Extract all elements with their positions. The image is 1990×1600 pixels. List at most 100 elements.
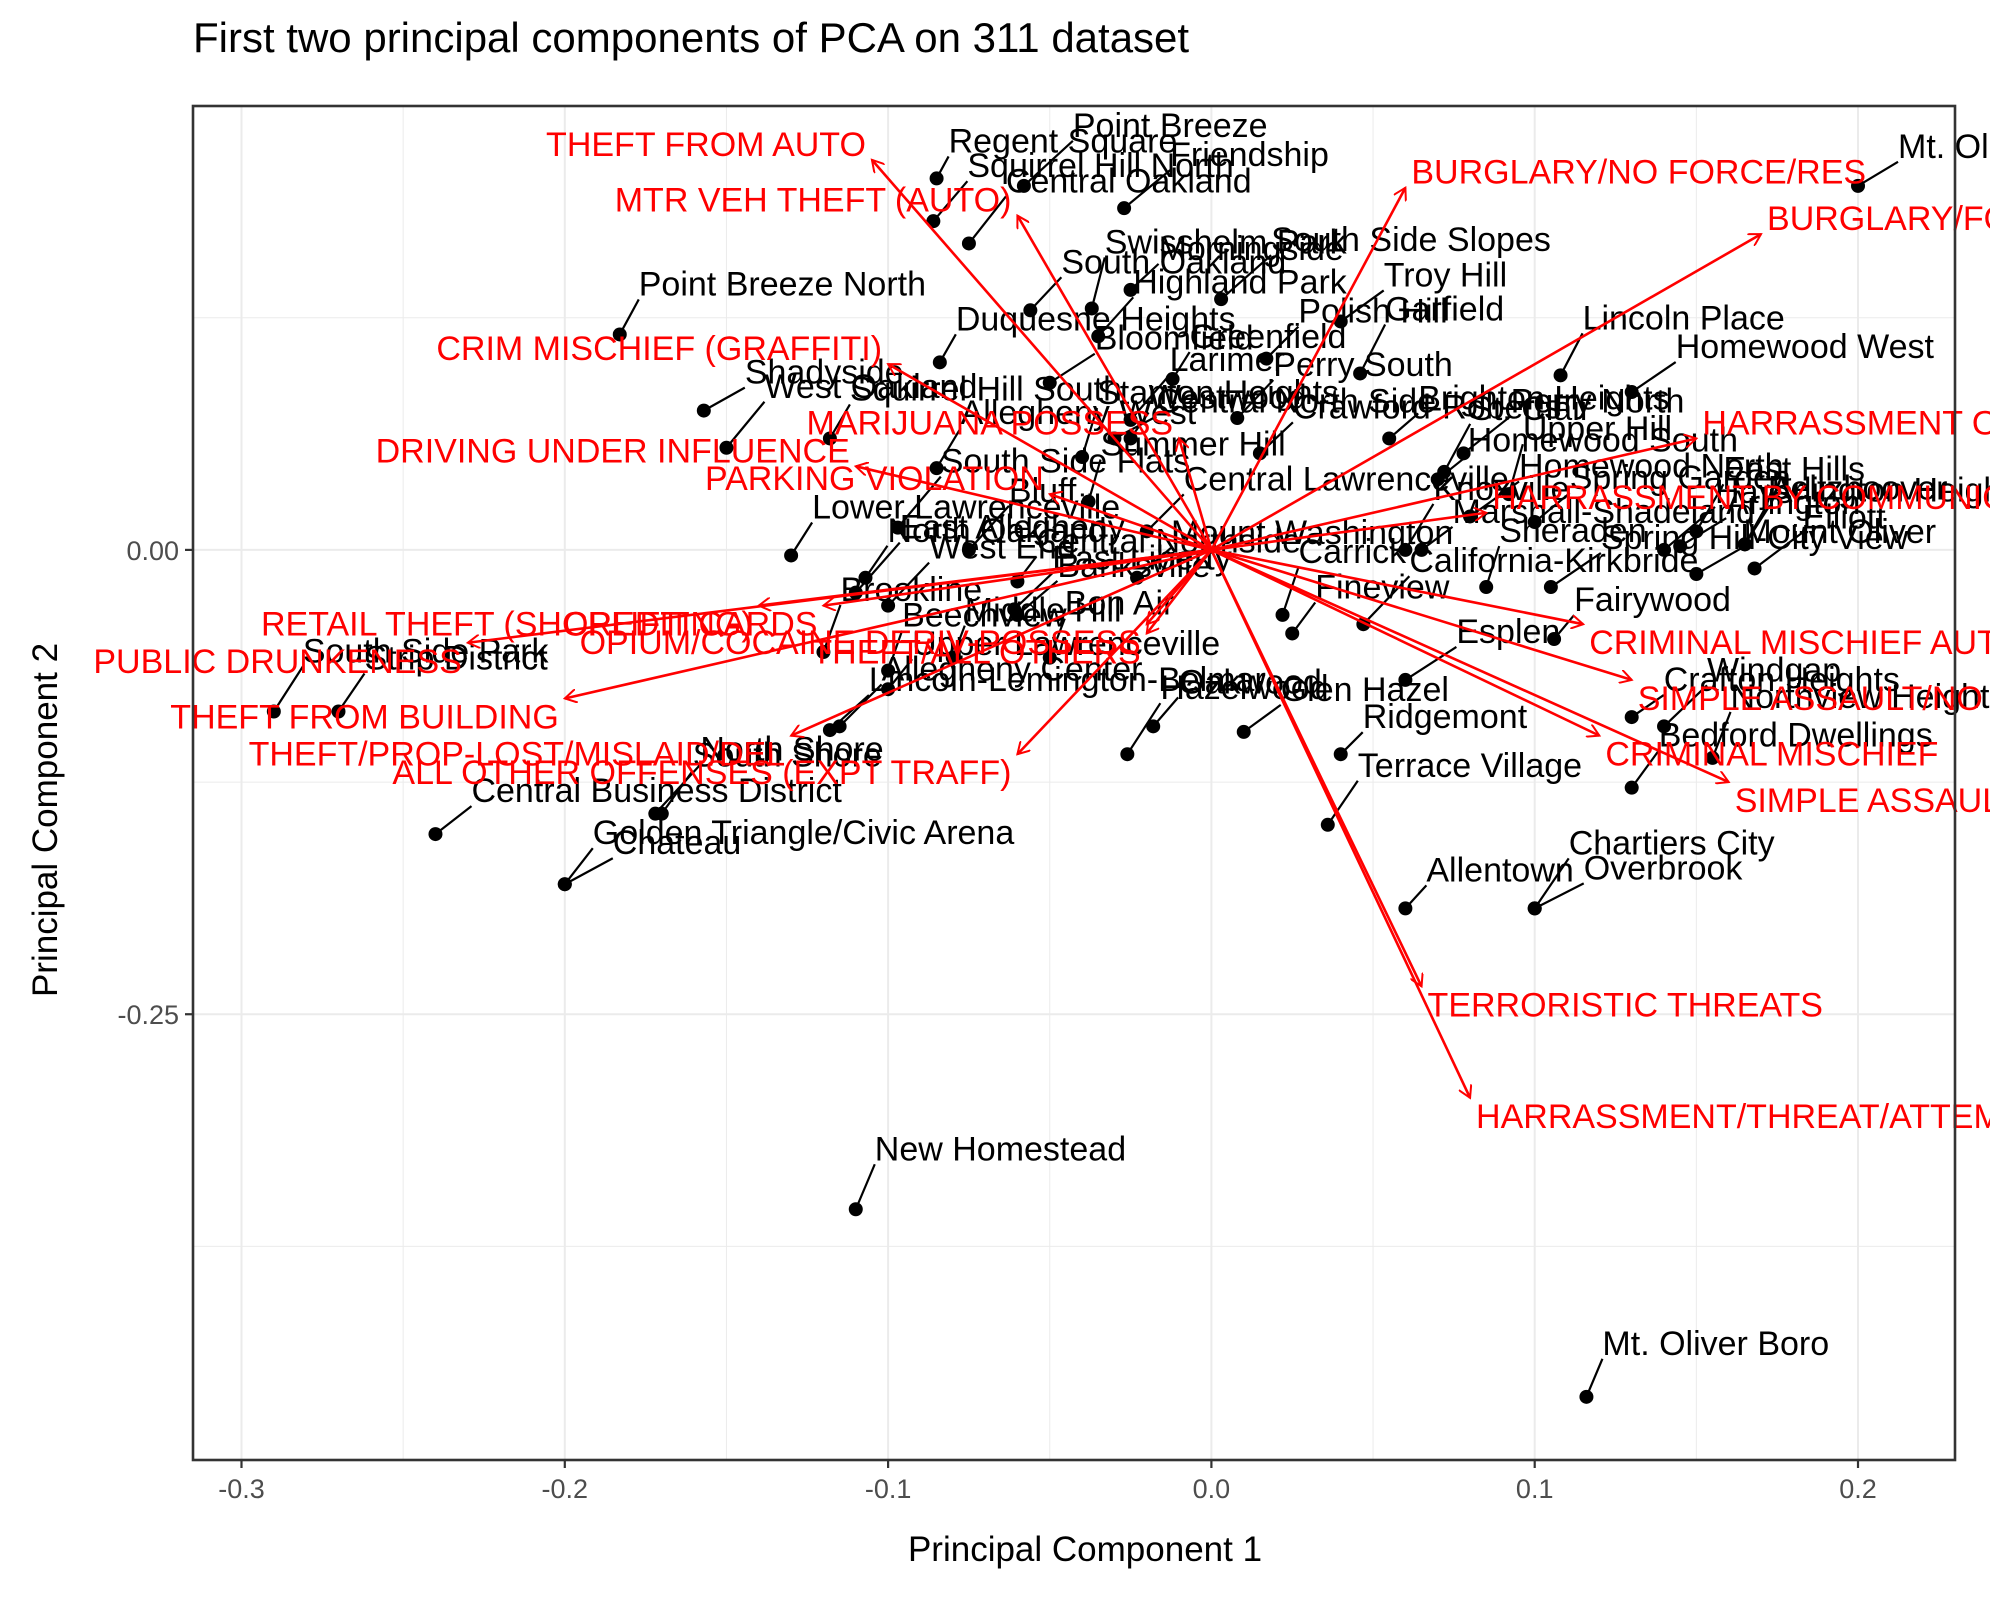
label-connector [1679,517,1727,548]
label-connector [935,427,962,469]
point-label: Mount Oliver [1743,513,1936,551]
label-connector [1049,352,1096,384]
label-connector [887,561,930,607]
point-label: Mt. Oliver Neighborhood [1898,128,1990,166]
point-label: Ridgemont [1363,698,1528,736]
label-connector [854,1163,876,1210]
loading-label: CREDIT CARDS [563,606,817,644]
label-connector [660,770,694,815]
data-point [331,704,346,719]
data-point [1084,301,1099,316]
point-label: Esplen [1456,613,1560,651]
x-axis-title: Principal Component 1 [907,1530,1263,1569]
data-point [1547,632,1562,647]
x-tick-label: 0.0 [1193,1474,1231,1504]
point-label: Oakwood [1178,663,1322,701]
point-label: South Shore [693,737,882,775]
data-point [1120,747,1135,762]
label-connector [1404,503,1435,551]
data-point [890,520,905,535]
label-connector [654,763,702,815]
data-point [929,171,944,186]
loading-arrow [1211,513,1486,552]
point-label: Swisshelm Park [1105,223,1348,261]
label-connector [1857,160,1899,187]
point-label: Friendship [1170,136,1329,174]
point-label: Westwood [1149,378,1307,416]
data-point [945,650,960,665]
point-label: Point Breeze North [639,265,926,303]
data-point [1705,750,1720,765]
point-label: Bloomfield [1095,320,1254,358]
data-point [1851,178,1866,193]
data-point [961,236,976,251]
loading-arrow [1210,548,1728,782]
data-point [1320,817,1335,832]
loading-arrow [791,548,1212,736]
loading-label: THEFT FROM BUILDING [170,698,559,736]
label-connector [1236,379,1275,419]
point-label: New Homestead [875,1130,1126,1168]
label-connector [1550,552,1602,588]
label-connector [1711,711,1732,759]
loading-label: DRIVING UNDER INFLUENCE [376,432,850,470]
point-label: Point Breeze [1073,107,1268,145]
x-tick-label: -0.3 [218,1474,265,1504]
loading-label: PUBLIC DRUNKENESS [93,643,461,681]
label-connector [1087,459,1102,502]
loading-label: THEFT/PROP-LOST/MISLAID/DEL [249,736,786,774]
loading-arrow [823,548,1212,606]
point-label: Chateau [613,824,742,862]
data-point [1010,607,1025,622]
data-point [784,548,799,563]
loading-label: SIMPLE ASSAULT/INJURY [1735,782,1990,820]
data-point [1624,385,1639,400]
point-label: Strip District [364,639,548,677]
loading-arrow [1147,549,1213,634]
loading-label: CRIM MISCHIEF (GRAFFITI) [436,330,882,368]
label-connector [1743,504,1771,545]
data-point [1624,710,1639,725]
data-point [961,542,976,557]
point-label: Perry North [1511,382,1685,420]
data-point [1579,1389,1594,1404]
loading-arrow [1179,438,1213,551]
data-point [1146,719,1161,734]
point-label: Beltzhoover [1768,469,1948,507]
data-point [1624,780,1639,795]
loading-label: PARKING VIOLATION [705,460,1044,498]
data-point [557,877,572,892]
data-point [719,440,734,455]
loading-arrow [1016,216,1213,551]
loading-arrow [1211,548,1631,680]
point-label: East Allegheny [900,509,1125,547]
loading-arrow [1211,548,1583,624]
point-label: Overbrook [1584,849,1744,887]
loading-label: HARRASSMENT BY COMMUNICATION [1492,479,1990,517]
point-label: Arlington Heights [1770,471,1990,509]
label-connector [1113,415,1157,440]
loading-arrow [1017,549,1213,754]
point-label: Carrick [1299,533,1408,571]
data-point [1023,303,1038,318]
loading-label: CRIMINAL MISCHIEF [1605,736,1938,774]
label-connector [829,694,870,731]
data-point [1543,580,1558,595]
label-connector [1695,546,1744,576]
data-point [929,461,944,476]
point-label: Northview Heights [1731,678,1990,716]
data-point [1527,901,1542,916]
label-connector [854,541,901,594]
loading-label: CRIMINAL MISCHIEF AUTO [1589,624,1990,662]
data-point [1333,747,1348,762]
loading-label: HARRASSMENT/THREAT/ATTEMPT/PHY [1476,1098,1990,1136]
label-connector [968,195,1007,245]
point-label: Knoxville [1433,470,1569,508]
x-tick-label: -0.1 [865,1474,912,1504]
point-label: Hazelwood [1160,669,1328,707]
point-label: Lower Lawrenceville [812,488,1120,526]
loading-label: THEFT FROM AUTO [546,126,866,164]
label-connector [1695,483,1725,532]
label-connector [1559,332,1584,376]
data-point [881,598,896,613]
